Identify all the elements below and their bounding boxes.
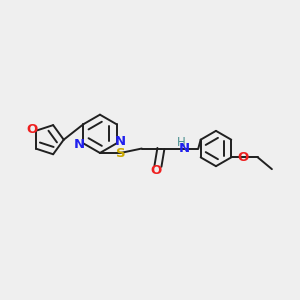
Text: N: N <box>74 138 85 151</box>
Text: O: O <box>26 123 38 136</box>
Text: O: O <box>150 164 161 177</box>
Text: N: N <box>178 142 189 155</box>
Text: N: N <box>115 135 126 148</box>
Text: H: H <box>177 136 186 148</box>
Text: S: S <box>116 147 126 160</box>
Text: O: O <box>238 151 249 164</box>
